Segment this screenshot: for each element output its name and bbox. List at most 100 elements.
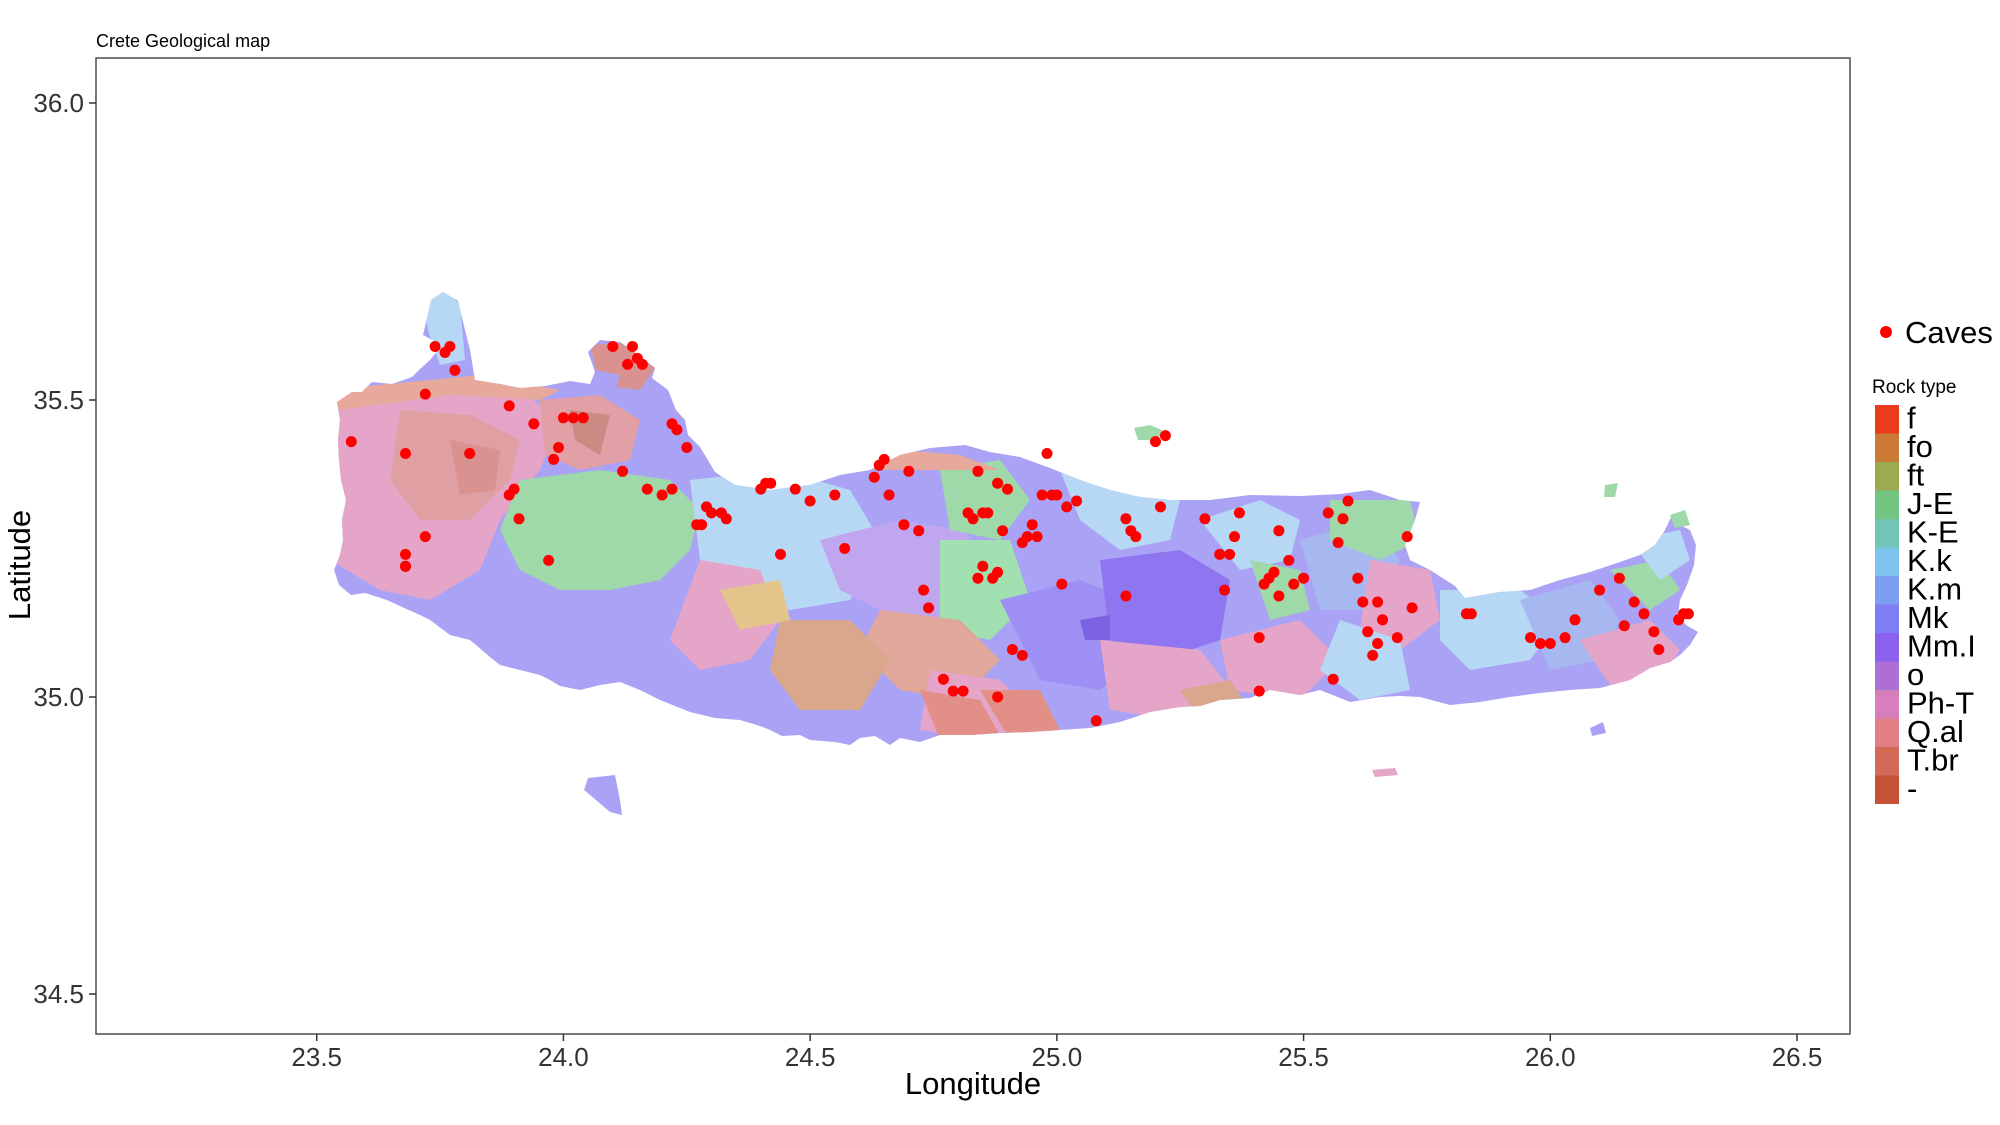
cave-point [1362, 626, 1374, 638]
legend-key-label: - [1907, 771, 1917, 806]
cave-point [720, 513, 732, 525]
chrysi-islet [1372, 768, 1398, 777]
cave-point [913, 525, 925, 537]
legend-key-label: K.m [1907, 572, 1962, 607]
cave-point [1352, 572, 1364, 584]
cave-point [641, 483, 653, 495]
cave-point [1273, 525, 1285, 537]
cave-point [1682, 608, 1694, 620]
cave-point [622, 358, 634, 370]
cave-point [1120, 513, 1132, 525]
cave-point [1155, 501, 1166, 513]
y-tick-label: 35.0 [33, 682, 84, 712]
cave-point [1298, 572, 1310, 584]
legend-rock-type: Rock type ffoftJ-EK-EK.kK.mMkMm.IoPh-TQ.… [1872, 377, 1976, 806]
cave-point [1653, 644, 1665, 655]
cave-point [977, 560, 989, 572]
x-axis: 23.5 24.0 24.5 25.0 25.5 26.0 26.5 [291, 1034, 1822, 1072]
x-tick-label: 26.0 [1525, 1042, 1576, 1072]
cave-point [923, 602, 935, 614]
cave-point [829, 489, 841, 501]
legend-title: Rock type [1872, 377, 1956, 398]
cave-point [1525, 632, 1536, 644]
legend-caves-label: Caves [1905, 315, 1993, 350]
legend-caves-key [1880, 326, 1892, 338]
legend-caves: Caves [1880, 315, 1993, 350]
legend-key-label: Mk [1907, 600, 1949, 635]
legend-key-swatch [1875, 747, 1899, 776]
cave-point [1406, 602, 1418, 614]
cave-point [1061, 501, 1073, 513]
y-axis-title: Latitude [2, 510, 37, 620]
x-axis-title: Longitude [905, 1066, 1041, 1101]
x-tick-label: 25.5 [1278, 1042, 1329, 1072]
cave-point [543, 554, 555, 566]
cave-point [681, 442, 693, 453]
cave-point [1219, 584, 1231, 596]
cave-point [1342, 495, 1354, 507]
cave-point [1233, 507, 1245, 519]
legend-key-label: o [1907, 657, 1924, 692]
cave-point [972, 465, 984, 477]
legend-key-swatch [1875, 718, 1899, 747]
legend-key-label: T.br [1907, 743, 1959, 778]
cave-point [775, 548, 786, 560]
cave-point [1613, 572, 1625, 584]
cave-point [1337, 513, 1349, 525]
cave-point [1377, 614, 1388, 626]
cave-point [706, 507, 717, 519]
cave-point [1618, 620, 1630, 632]
cave-point [982, 507, 994, 519]
cave-point [918, 584, 930, 596]
cave-point [1559, 632, 1571, 644]
dionysades-islet [1604, 483, 1618, 497]
legend-key-swatch [1875, 576, 1899, 605]
legend-key-label: Q.al [1907, 714, 1964, 749]
cave-point [513, 513, 525, 525]
cave-point [972, 572, 984, 584]
cave-point [1638, 608, 1650, 620]
cave-point [1372, 596, 1384, 608]
koufonisi-islet [1590, 722, 1606, 736]
x-tick-label: 25.0 [1032, 1042, 1083, 1072]
legend-key-swatch [1875, 775, 1899, 804]
legend-key-swatch [1875, 519, 1899, 548]
legend-key-swatch [1875, 405, 1899, 434]
cave-point [1199, 513, 1211, 525]
cave-point [345, 436, 357, 448]
cave-point [1150, 436, 1161, 448]
legend-key-label: Ph-T [1907, 686, 1974, 721]
cave-point [617, 465, 629, 477]
cave-point [553, 442, 564, 453]
cave-point [400, 448, 411, 459]
cave-point [878, 453, 890, 465]
legend-key-swatch [1875, 547, 1899, 576]
legend-key-label: K.k [1907, 543, 1952, 578]
legend-key-label: K-E [1907, 515, 1959, 550]
cave-point [1041, 448, 1053, 459]
cave-point [528, 418, 540, 430]
cave-point [400, 560, 411, 572]
x-tick-label: 24.5 [785, 1042, 836, 1072]
cave-point [1372, 638, 1384, 649]
legend-key-swatch [1875, 462, 1899, 491]
cave-point [997, 525, 1009, 537]
cave-point [419, 531, 431, 543]
cave-point [444, 341, 456, 352]
cave-point [804, 495, 816, 507]
cave-point [1268, 566, 1280, 578]
cave-point [1056, 578, 1068, 590]
cave-point [992, 566, 1004, 578]
cave-point [868, 471, 880, 483]
cave-point [839, 543, 851, 554]
cave-point [789, 483, 801, 495]
legend-key-label: J-E [1907, 486, 1954, 521]
cave-point [1253, 632, 1265, 644]
cave-point [967, 513, 979, 525]
east-islet [1670, 510, 1690, 528]
cave-point [1026, 519, 1038, 531]
cave-point [1283, 554, 1295, 566]
cave-point [1224, 548, 1236, 560]
cave-point [1273, 590, 1285, 602]
cave-point [503, 400, 515, 412]
